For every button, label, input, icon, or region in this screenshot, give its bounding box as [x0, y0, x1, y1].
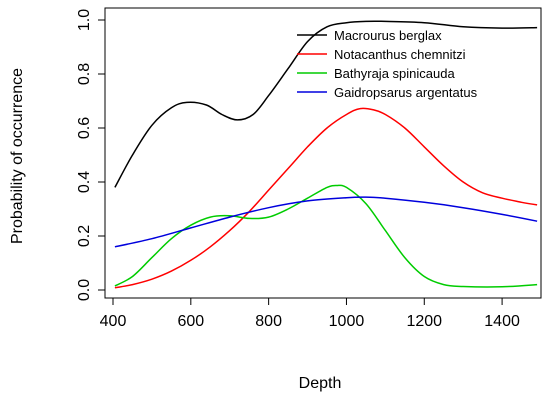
y-tick-label: 1.0 — [76, 9, 93, 31]
y-tick-label: 0.8 — [76, 63, 93, 85]
series-line-2 — [114, 107, 538, 289]
y-tick-label: 0.0 — [76, 279, 93, 301]
legend-label-1: Macrourus berglax — [334, 28, 442, 43]
x-tick-label: 800 — [255, 313, 282, 330]
series-line-3 — [114, 184, 538, 288]
x-tick-label: 600 — [177, 313, 204, 330]
y-tick-label: 0.2 — [76, 225, 93, 247]
y-tick-label: 0.6 — [76, 117, 93, 139]
series-layer — [114, 20, 538, 289]
legend-label-2: Notacanthus chemnitzi — [334, 47, 466, 62]
x-axis-label: Depth — [299, 375, 342, 392]
y-axis: 0.0 0.2 0.4 0.6 0.8 1.0 — [76, 9, 105, 301]
x-tick-label: 1200 — [406, 313, 442, 330]
y-axis-label: Probability of occurrence — [9, 68, 26, 244]
x-tick-label: 1000 — [329, 313, 365, 330]
x-tick-label: 400 — [100, 313, 127, 330]
plot-border — [104, 7, 542, 299]
legend: Macrourus berglax Notacanthus chemnitzi Ba… — [297, 28, 478, 100]
series-line-4 — [114, 196, 538, 248]
y-tick-label: 0.4 — [76, 171, 93, 193]
series-line-1 — [114, 20, 538, 188]
legend-label-3: Bathyraja spinicauda — [334, 66, 455, 81]
plot-frame — [104, 7, 542, 299]
x-axis: 400 600 800 1000 1200 1400 — [100, 298, 520, 330]
legend-label-4: Gaidropsarus argentatus — [334, 85, 478, 100]
x-tick-label: 1400 — [484, 313, 520, 330]
